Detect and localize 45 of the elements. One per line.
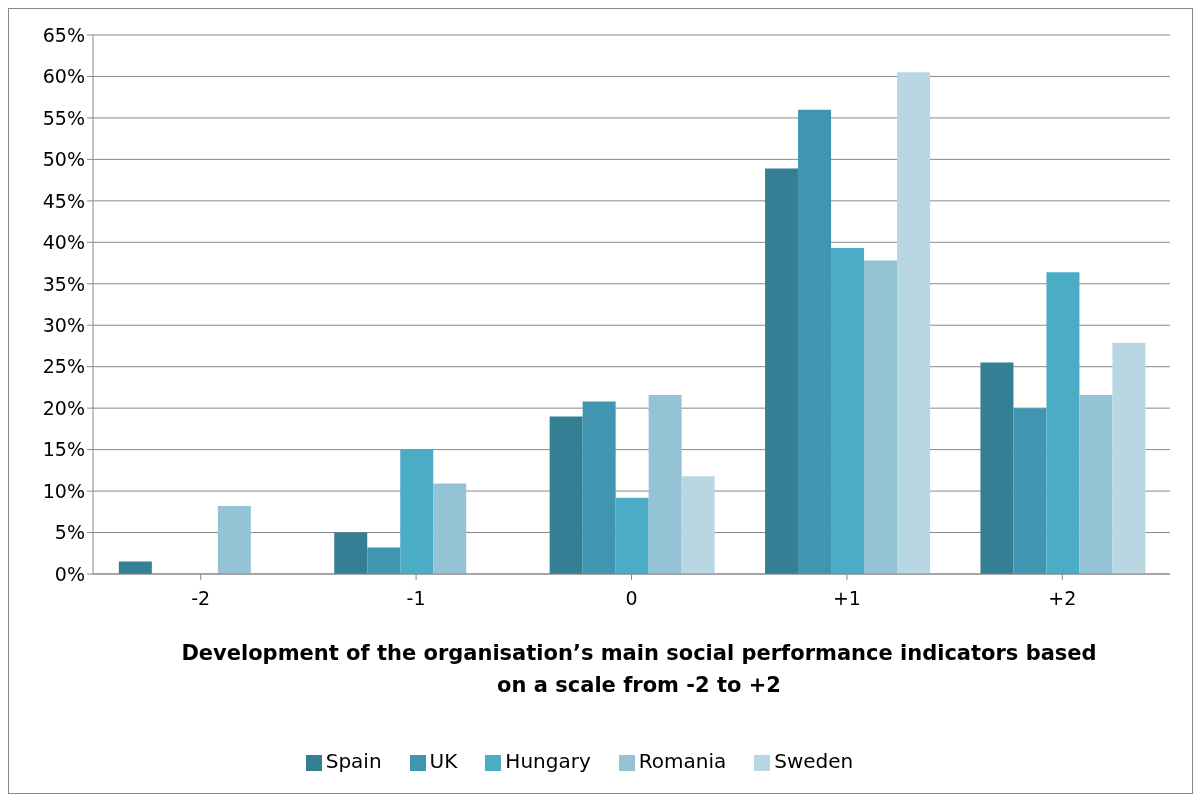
- y-tick-label: 50%: [42, 148, 85, 171]
- y-tick-label: 30%: [42, 313, 85, 336]
- bar: [897, 72, 931, 574]
- bar: [831, 248, 865, 574]
- bar: [648, 394, 682, 574]
- bar: [433, 483, 467, 574]
- bar: [798, 109, 832, 574]
- bar: [367, 547, 401, 574]
- x-tick-label: +2: [1048, 587, 1077, 610]
- y-tick-label: 20%: [42, 396, 85, 419]
- legend-label: Hungary: [505, 749, 591, 773]
- bar: [1112, 342, 1146, 574]
- y-tick-label: 35%: [42, 272, 85, 295]
- bar: [217, 506, 251, 574]
- bar: [549, 416, 583, 574]
- x-tick-label: 0: [625, 587, 638, 610]
- y-tick-label: 15%: [42, 438, 85, 461]
- bar: [1046, 272, 1080, 574]
- legend-label: Spain: [325, 749, 382, 773]
- x-tick-label: -1: [406, 587, 426, 610]
- y-tick-label: 0%: [54, 562, 85, 585]
- y-tick-label: 5%: [54, 521, 85, 544]
- bar: [582, 401, 616, 574]
- y-tick-label: 65%: [42, 23, 85, 46]
- y-tick-label: 60%: [42, 65, 85, 88]
- y-tick-label: 55%: [42, 106, 85, 129]
- x-tick-label: -2: [191, 587, 211, 610]
- bar: [1013, 408, 1047, 574]
- legend-label: Sweden: [774, 749, 854, 773]
- bar: [334, 532, 368, 574]
- y-tick-label: 45%: [42, 189, 85, 212]
- bar: [400, 449, 434, 574]
- bar: [864, 260, 898, 574]
- bar: [765, 168, 799, 574]
- bar: [980, 362, 1014, 574]
- y-tick-label: 10%: [42, 479, 85, 502]
- bar: [1079, 394, 1113, 574]
- bar: [615, 497, 649, 574]
- y-tick-label: 40%: [42, 231, 85, 254]
- x-tick-label: +1: [832, 587, 861, 610]
- y-tick-label: 25%: [42, 355, 85, 378]
- x-axis-title: Development of the organisation’s main social performance indicators based on a scale from -2 to +2: [180, 640, 1098, 699]
- legend-label: Romania: [638, 749, 727, 773]
- bar: [681, 476, 715, 574]
- legend-label: UK: [429, 749, 458, 773]
